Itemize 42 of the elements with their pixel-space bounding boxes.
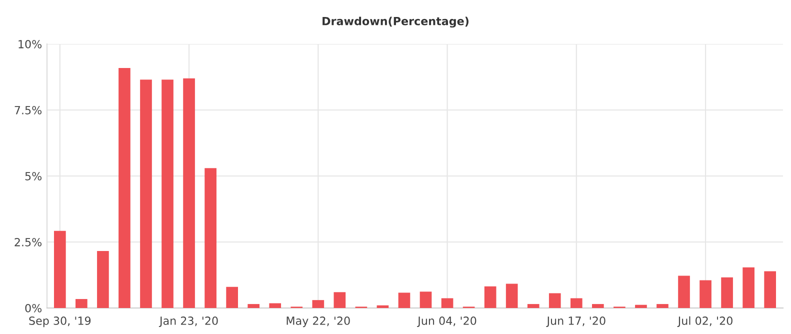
y-tick-label: 7.5% [14, 106, 42, 114]
bar [678, 276, 690, 308]
x-tick-label: May 22, '20 [286, 316, 350, 328]
bar [592, 304, 604, 308]
x-tick-label: Jul 02, '20 [677, 316, 732, 327]
bar [183, 78, 195, 308]
bar [700, 280, 712, 308]
x-tick-label: Jun 04, '20 [417, 316, 476, 327]
bar [721, 277, 733, 308]
y-tick-label: 2.5% [14, 238, 42, 246]
x-tick-label: Jan 23, '20 [158, 316, 218, 327]
chart-title: Drawdown(Percentage) [322, 16, 468, 28]
bar [312, 300, 324, 308]
bar [248, 304, 260, 308]
x-tick-label: Sep 30, '19 [29, 316, 91, 328]
bar [742, 267, 754, 308]
bar [118, 68, 130, 308]
bar [54, 230, 66, 308]
bar [269, 303, 282, 308]
bar [398, 292, 410, 308]
bar [484, 286, 496, 308]
bar [764, 271, 776, 308]
x-tick-label: Jun 17, '20 [546, 316, 606, 327]
bar [635, 304, 647, 308]
bar [420, 292, 432, 308]
bar [226, 286, 238, 308]
bar [441, 298, 454, 308]
bar [548, 293, 561, 308]
y-tick-label: 10% [18, 40, 42, 48]
bar [334, 292, 346, 308]
y-tick-label: 5% [25, 172, 42, 180]
bar [656, 304, 668, 308]
bar [140, 80, 152, 308]
y-tick-label: 0% [25, 304, 42, 312]
bar [527, 304, 540, 308]
bar [162, 80, 174, 308]
bar [570, 298, 582, 308]
bar [97, 250, 109, 308]
bar [76, 299, 88, 308]
bar [204, 168, 216, 308]
bar [506, 284, 518, 308]
bar [376, 305, 389, 308]
